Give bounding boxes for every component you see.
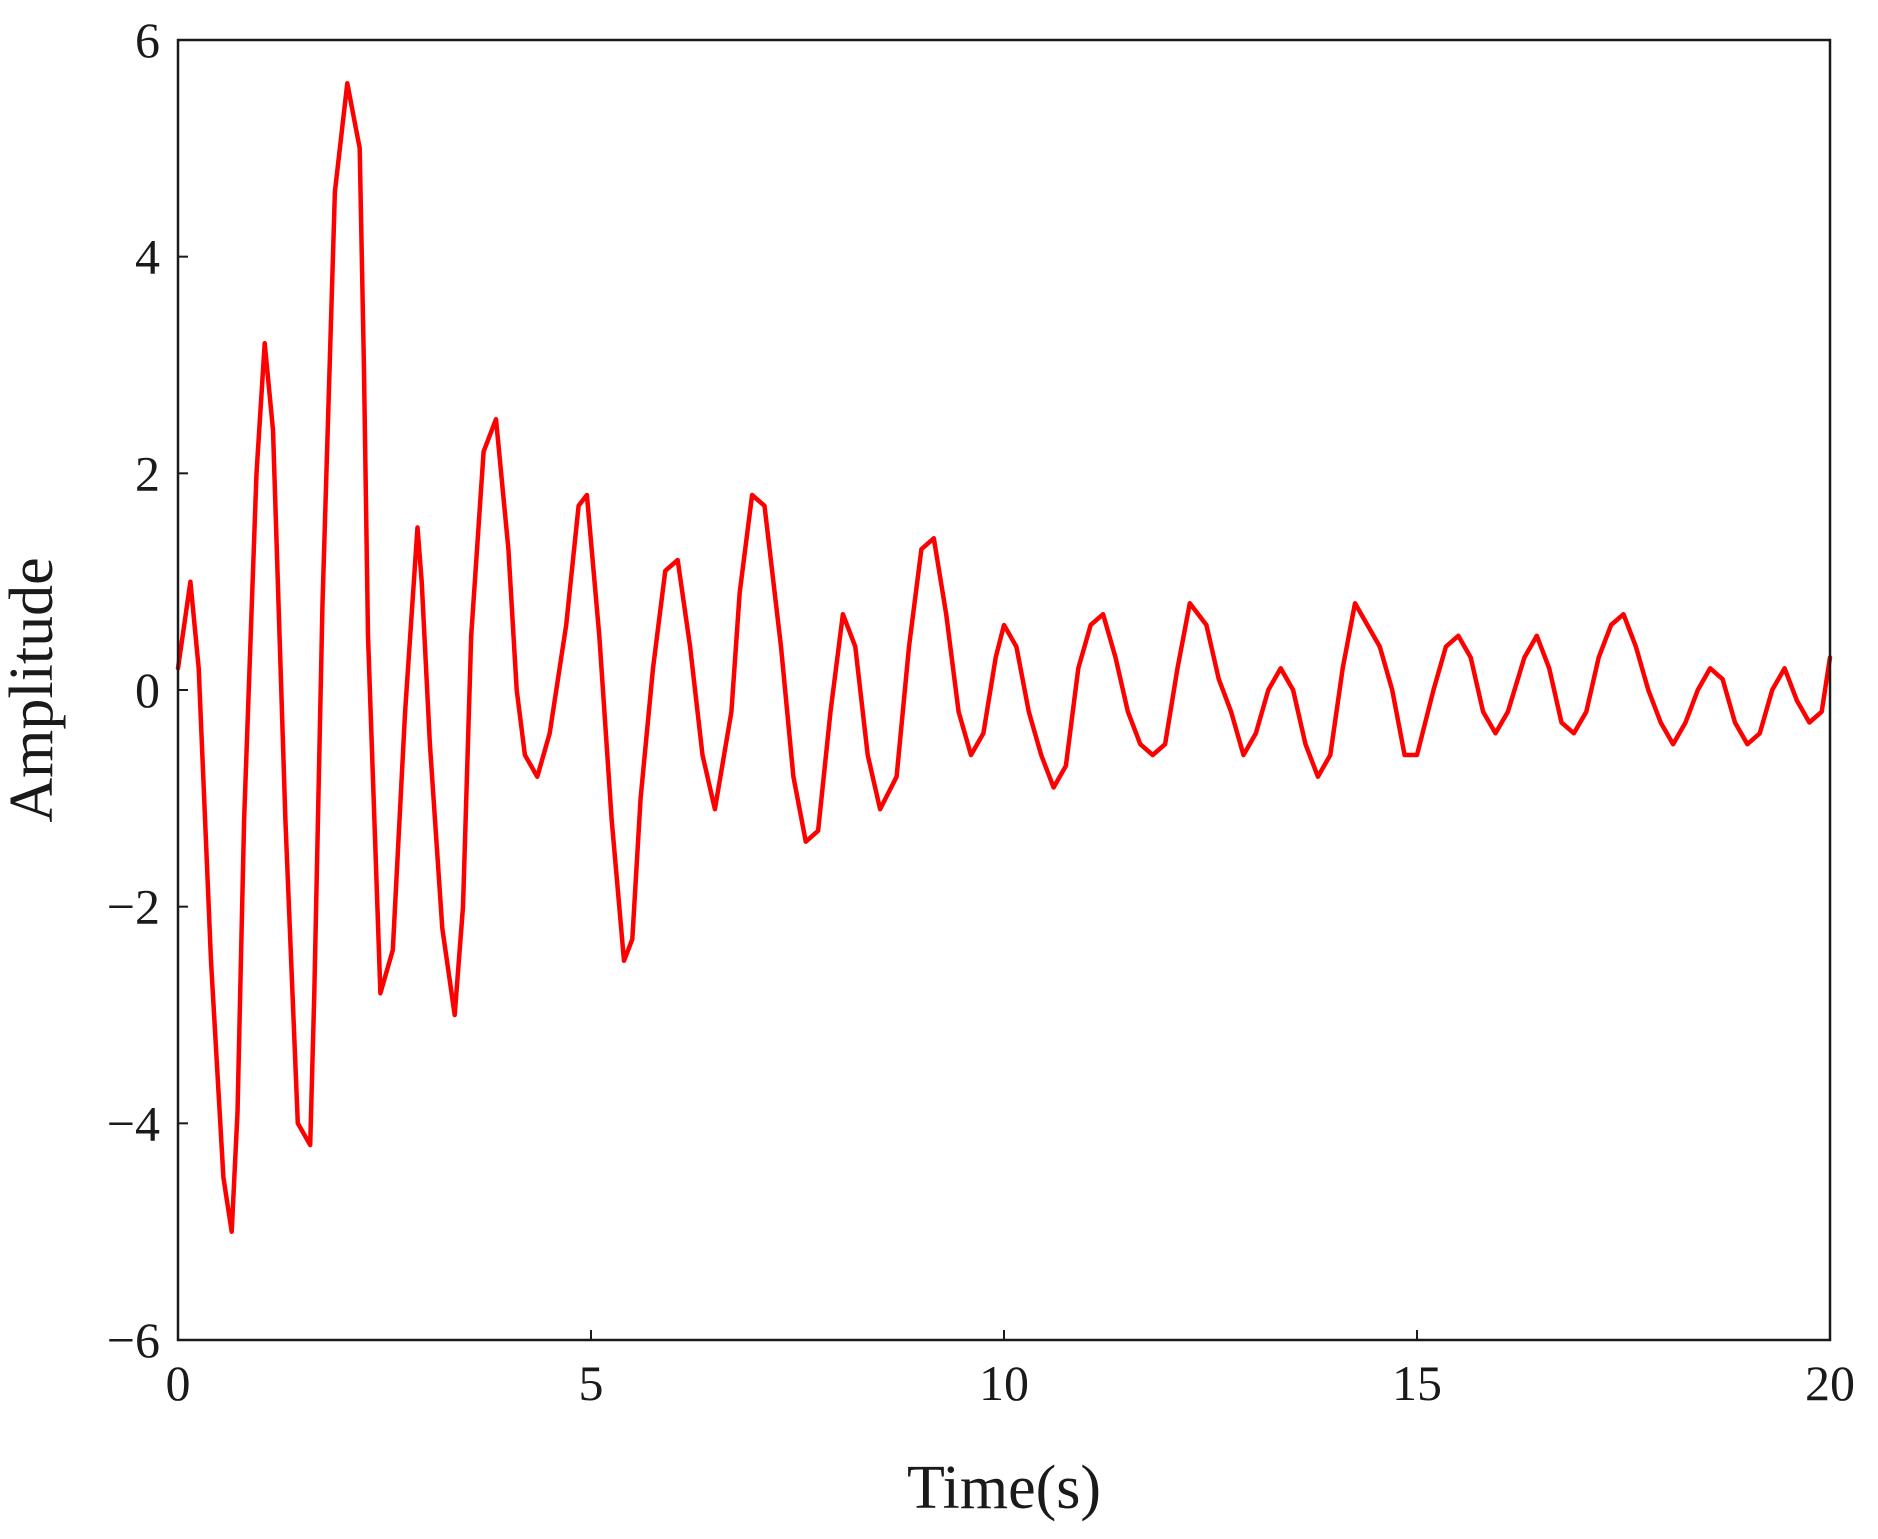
- x-tick-label: 10: [979, 1355, 1029, 1411]
- plot-frame: [176, 38, 1832, 1342]
- tick-labels: 0 5 10 15 20 −6 −4 −2 0 2 4 6: [107, 12, 1855, 1411]
- y-axis-title: Amplitude: [0, 557, 66, 822]
- x-tick-label: 5: [579, 1355, 604, 1411]
- series-line: [175, 81, 1833, 1234]
- y-tick-label: −6: [107, 1312, 160, 1368]
- y-tick-label: 4: [135, 229, 160, 285]
- x-tick-label: 15: [1392, 1355, 1442, 1411]
- x-axis-title: Time(s): [907, 1454, 1101, 1522]
- x-tick-label: 20: [1805, 1355, 1855, 1411]
- y-tick-label: −2: [107, 879, 160, 935]
- y-tick-label: −4: [107, 1095, 160, 1151]
- y-tick-label: 0: [135, 662, 160, 718]
- ticks: [177, 39, 1831, 1341]
- x-tick-label: 0: [166, 1355, 191, 1411]
- y-tick-label: 6: [135, 12, 160, 68]
- y-tick-label: 2: [135, 445, 160, 501]
